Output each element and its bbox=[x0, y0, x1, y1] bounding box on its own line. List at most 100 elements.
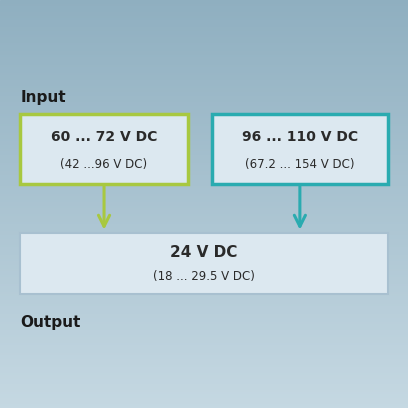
Bar bbox=[0, 4, 408, 6]
Text: 96 ... 110 V DC: 96 ... 110 V DC bbox=[242, 130, 358, 144]
Bar bbox=[0, 175, 408, 177]
Bar bbox=[0, 47, 408, 49]
Bar bbox=[0, 153, 408, 155]
Bar bbox=[0, 251, 408, 253]
Bar bbox=[0, 269, 408, 271]
Bar bbox=[0, 228, 408, 231]
Bar bbox=[0, 302, 408, 304]
Bar bbox=[0, 55, 408, 57]
Bar bbox=[0, 379, 408, 381]
Bar bbox=[0, 155, 408, 157]
Text: Output: Output bbox=[20, 315, 81, 330]
Bar bbox=[0, 371, 408, 373]
Bar bbox=[0, 404, 408, 406]
Text: (67.2 ... 154 V DC): (67.2 ... 154 V DC) bbox=[245, 157, 355, 171]
Bar bbox=[0, 381, 408, 384]
Bar bbox=[0, 141, 408, 143]
Bar bbox=[0, 43, 408, 45]
Bar bbox=[0, 284, 408, 286]
Bar bbox=[0, 118, 408, 120]
Bar bbox=[0, 61, 408, 63]
Bar bbox=[0, 98, 408, 100]
Bar bbox=[0, 161, 408, 163]
Bar bbox=[0, 377, 408, 379]
Bar bbox=[0, 67, 408, 69]
Bar bbox=[0, 180, 408, 182]
Bar bbox=[0, 235, 408, 237]
Bar bbox=[0, 208, 408, 210]
Bar bbox=[0, 163, 408, 165]
Bar bbox=[0, 216, 408, 218]
Bar bbox=[0, 135, 408, 137]
Bar bbox=[0, 243, 408, 245]
Bar bbox=[0, 249, 408, 251]
Bar bbox=[0, 247, 408, 249]
Bar bbox=[0, 210, 408, 212]
Bar bbox=[0, 367, 408, 369]
Bar bbox=[0, 320, 408, 322]
Bar bbox=[0, 145, 408, 147]
Bar bbox=[0, 335, 408, 337]
Bar bbox=[0, 328, 408, 330]
Bar bbox=[0, 116, 408, 118]
Bar bbox=[0, 18, 408, 20]
Bar bbox=[0, 306, 408, 308]
Bar bbox=[0, 120, 408, 122]
Bar bbox=[0, 0, 408, 2]
Bar bbox=[0, 2, 408, 4]
Bar bbox=[0, 112, 408, 114]
Bar bbox=[0, 277, 408, 279]
Bar bbox=[0, 137, 408, 139]
Bar bbox=[0, 45, 408, 47]
Bar bbox=[0, 402, 408, 404]
Bar bbox=[0, 82, 408, 84]
Bar bbox=[0, 90, 408, 92]
Bar bbox=[0, 198, 408, 200]
Bar bbox=[0, 110, 408, 112]
Bar bbox=[0, 388, 408, 390]
Bar bbox=[0, 359, 408, 361]
Bar bbox=[0, 296, 408, 298]
Bar bbox=[0, 324, 408, 326]
Bar bbox=[0, 41, 408, 43]
Bar bbox=[0, 86, 408, 88]
Bar bbox=[0, 237, 408, 239]
Bar bbox=[0, 51, 408, 53]
Bar bbox=[0, 314, 408, 316]
Text: (18 ... 29.5 V DC): (18 ... 29.5 V DC) bbox=[153, 270, 255, 283]
Text: 24 V DC: 24 V DC bbox=[170, 245, 238, 260]
Bar bbox=[0, 151, 408, 153]
Bar bbox=[0, 35, 408, 37]
Bar bbox=[0, 245, 408, 247]
Text: Input: Input bbox=[20, 91, 66, 105]
Bar bbox=[0, 267, 408, 269]
Bar bbox=[0, 139, 408, 141]
Bar bbox=[20, 233, 388, 294]
Bar bbox=[0, 57, 408, 59]
Bar bbox=[0, 273, 408, 275]
Bar bbox=[0, 363, 408, 365]
Bar bbox=[0, 124, 408, 126]
Bar bbox=[0, 80, 408, 82]
Bar bbox=[0, 75, 408, 78]
Bar bbox=[0, 96, 408, 98]
Bar bbox=[0, 375, 408, 377]
Bar bbox=[0, 257, 408, 259]
Bar bbox=[0, 312, 408, 314]
Bar bbox=[0, 233, 408, 235]
Bar bbox=[0, 24, 408, 27]
Bar bbox=[0, 400, 408, 402]
Bar bbox=[0, 330, 408, 333]
Bar bbox=[0, 286, 408, 288]
Bar bbox=[0, 300, 408, 302]
Bar bbox=[0, 253, 408, 255]
Bar bbox=[0, 129, 408, 131]
Bar bbox=[0, 108, 408, 110]
Bar bbox=[0, 316, 408, 318]
Bar bbox=[0, 31, 408, 33]
Bar bbox=[0, 22, 408, 24]
Bar bbox=[0, 84, 408, 86]
Bar bbox=[0, 396, 408, 398]
Bar bbox=[0, 271, 408, 273]
Bar bbox=[0, 71, 408, 73]
